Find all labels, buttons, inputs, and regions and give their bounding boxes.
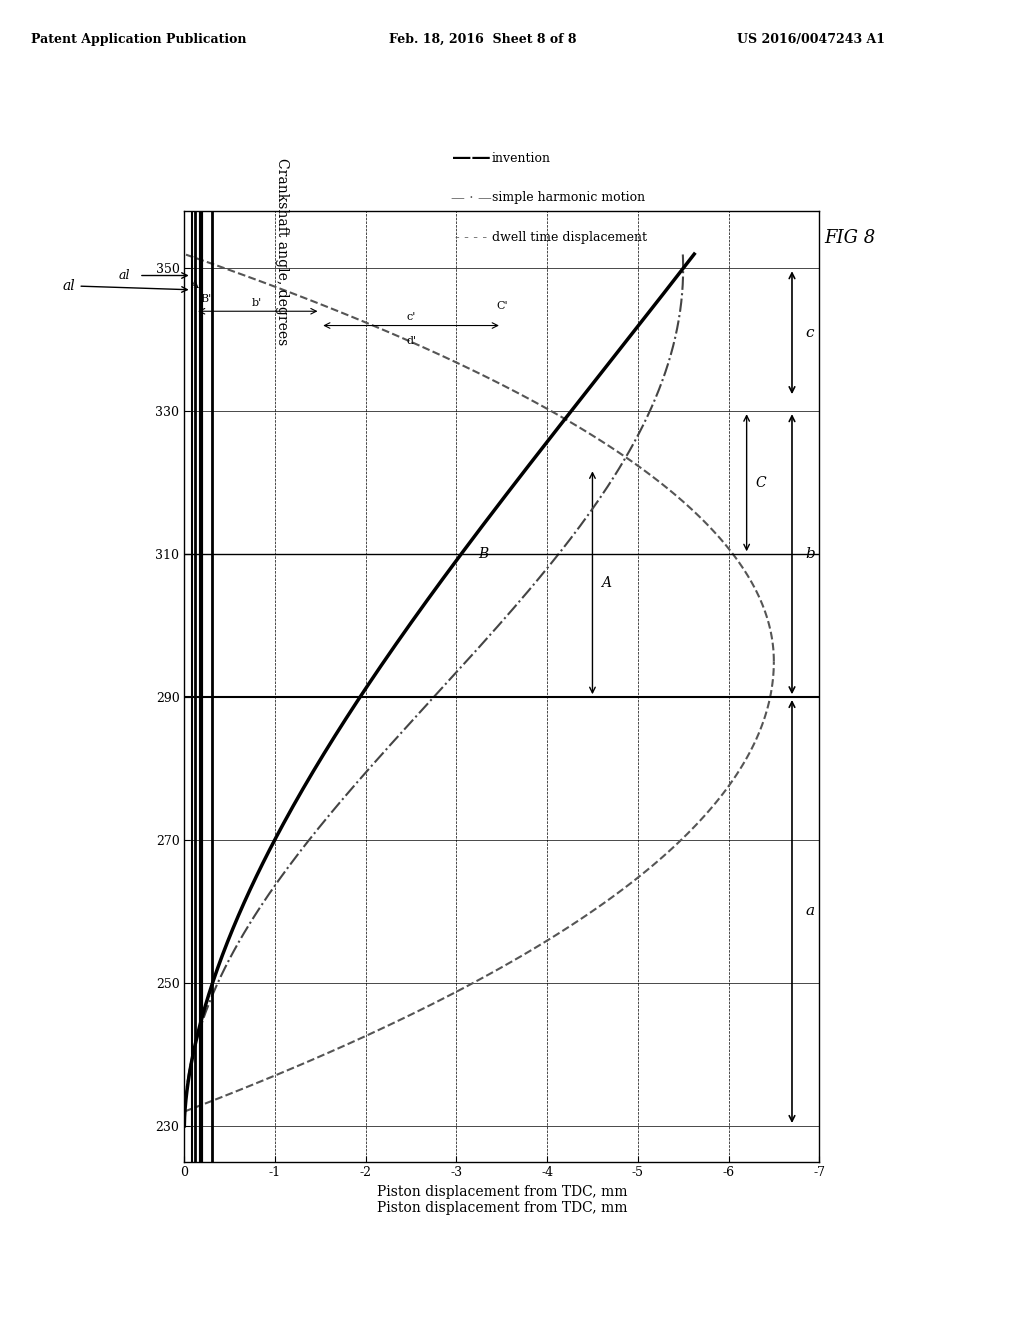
Text: - - - -: - - - - <box>455 231 487 244</box>
Text: al: al <box>62 279 187 293</box>
Text: c': c' <box>407 312 416 322</box>
Text: C: C <box>756 475 766 490</box>
Text: C': C' <box>496 301 508 312</box>
Text: B': B' <box>201 294 212 304</box>
Text: Feb. 18, 2016  Sheet 8 of 8: Feb. 18, 2016 Sheet 8 of 8 <box>389 33 577 46</box>
Text: US 2016/0047243 A1: US 2016/0047243 A1 <box>737 33 886 46</box>
Text: ——: —— <box>452 149 490 168</box>
Text: Patent Application Publication: Patent Application Publication <box>31 33 246 46</box>
Text: invention: invention <box>492 152 551 165</box>
Text: FIG 8: FIG 8 <box>824 228 876 247</box>
Text: Piston displacement from TDC, mm: Piston displacement from TDC, mm <box>377 1201 627 1216</box>
Text: d': d' <box>406 337 416 346</box>
Text: b': b' <box>252 298 262 308</box>
Text: simple harmonic motion: simple harmonic motion <box>492 191 645 205</box>
Text: a: a <box>806 904 815 919</box>
Text: al: al <box>119 269 130 282</box>
Text: — · —: — · — <box>451 191 492 205</box>
Text: B: B <box>478 548 488 561</box>
Text: dwell time displacement: dwell time displacement <box>492 231 646 244</box>
X-axis label: Piston displacement from TDC, mm: Piston displacement from TDC, mm <box>377 1185 627 1199</box>
Text: b: b <box>806 548 815 561</box>
Text: c: c <box>806 326 814 339</box>
Text: Crankshaft angle, degrees: Crankshaft angle, degrees <box>274 158 289 346</box>
Text: A': A' <box>189 280 201 290</box>
Text: A: A <box>601 576 611 590</box>
